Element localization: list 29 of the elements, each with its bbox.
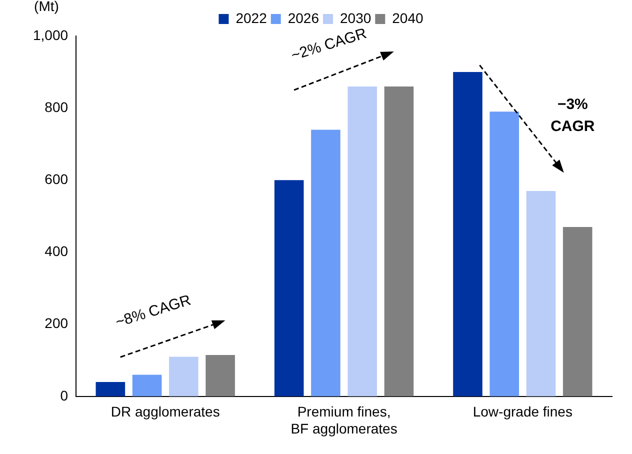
bar <box>311 130 340 396</box>
bar <box>132 374 162 396</box>
legend-label: 2026 <box>288 10 320 26</box>
bar <box>453 72 482 396</box>
x-tick-label: Premium fines, BF agglomerates <box>290 404 398 436</box>
y-axis-title: (Mt) <box>34 0 59 14</box>
legend-label: 2030 <box>340 10 372 26</box>
bar <box>206 354 235 396</box>
bar <box>562 227 592 396</box>
bar <box>348 86 377 396</box>
bar <box>169 356 198 396</box>
y-tick-label: 600 <box>44 171 68 188</box>
bar <box>384 86 414 396</box>
bar <box>274 180 304 396</box>
x-tick-label: Low-grade fines <box>472 404 572 420</box>
y-tick-label: 1,000 <box>32 26 68 43</box>
y-tick-label: 800 <box>44 98 68 115</box>
y-tick-label: 200 <box>44 315 68 332</box>
legend-label: 2040 <box>392 10 424 26</box>
y-tick-label: 400 <box>44 243 68 260</box>
y-tick-label: 0 <box>60 387 68 404</box>
legend-label: 2022 <box>236 10 268 26</box>
bar <box>96 382 126 396</box>
bar <box>490 112 520 396</box>
annotation: ~8% CAGR <box>114 292 194 331</box>
annotation: ~2% CAGR <box>289 24 369 64</box>
bar <box>526 190 556 396</box>
annotation: −3% CAGR <box>550 96 595 136</box>
x-tick-label: DR agglomerates <box>110 404 220 420</box>
